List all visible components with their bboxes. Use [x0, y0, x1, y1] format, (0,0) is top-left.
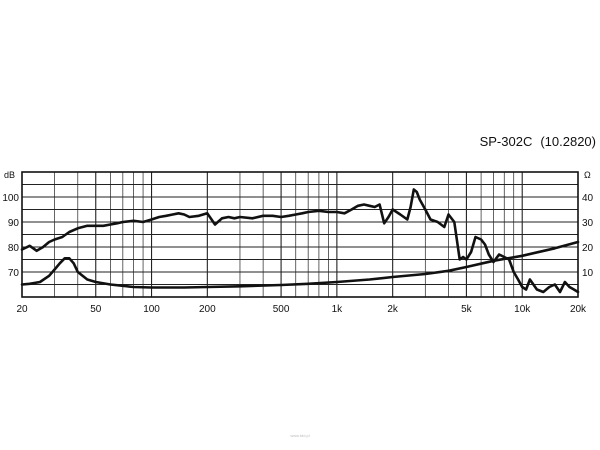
x-tick-label: 10k	[514, 304, 531, 315]
x-tick-label: 5k	[461, 304, 473, 315]
y-left-unit-label: dB	[4, 170, 15, 180]
y-left-tick-label: 80	[8, 243, 20, 254]
x-tick-label: 200	[199, 304, 216, 315]
model-name: SP-302C	[479, 134, 533, 149]
y-left-tick-label: 100	[2, 193, 19, 204]
axis-labels: 20 50 100 200 500 1k 2k 5k 10k 20k 70 80 90 100 10 20 30…	[2, 170, 593, 315]
y-right-tick-label: 30	[582, 218, 594, 229]
model-code: (10.2820)	[540, 134, 596, 149]
y-right-unit-label: Ω	[584, 170, 591, 180]
x-tick-label: 2k	[387, 304, 399, 315]
x-tick-label: 500	[273, 304, 290, 315]
x-tick-label: 100	[143, 304, 160, 315]
y-left-tick-label: 70	[8, 268, 20, 279]
y-left-tick-label: 90	[8, 218, 20, 229]
y-right-tick-label: 20	[582, 243, 594, 254]
x-tick-label: 1k	[332, 304, 344, 315]
curves	[20, 188, 580, 294]
y-right-tick-label: 10	[582, 268, 594, 279]
plot-frame	[21, 171, 579, 298]
x-tick-label: 20k	[570, 304, 587, 315]
grid	[22, 172, 578, 297]
impedance-curve	[20, 240, 580, 289]
x-tick-label: 20	[16, 304, 28, 315]
x-tick-label: 50	[90, 304, 102, 315]
spl-curve	[20, 188, 580, 294]
y-right-tick-label: 40	[582, 193, 594, 204]
watermark: www.tdd.pl	[290, 433, 310, 438]
chart-title: SP-302C (10.2820)	[472, 134, 596, 149]
